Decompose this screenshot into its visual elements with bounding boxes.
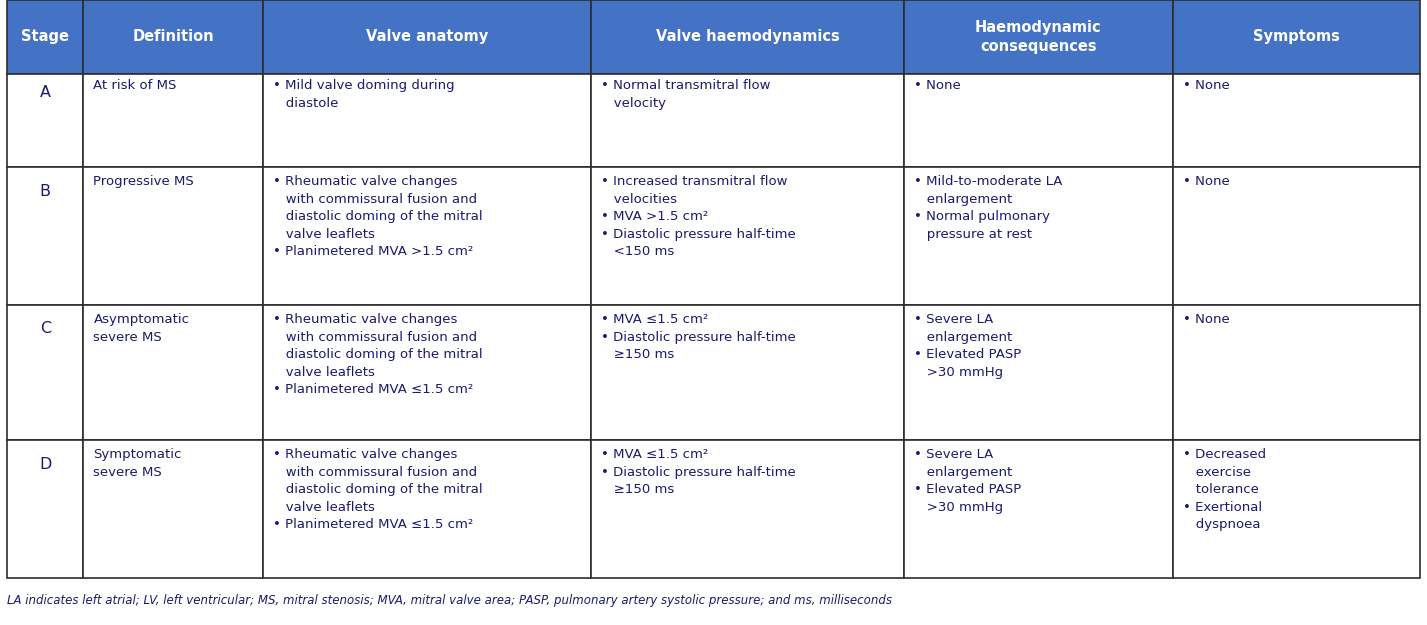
Bar [1173,167,1420,305]
Bar [83,74,263,167]
Bar [83,305,263,440]
Bar [7,305,83,440]
Text: • None: • None [1183,175,1230,188]
Bar [7,74,83,167]
Text: LA indicates left atrial; LV, left ventricular; MS, mitral stenosis; MVA, mitral: LA indicates left atrial; LV, left ventr… [7,594,892,608]
Bar [1173,74,1420,167]
Text: • None: • None [1183,79,1230,92]
Text: Symptoms: Symptoms [1253,29,1340,44]
Text: • Rheumatic valve changes
   with commissural fusion and
   diastolic doming of : • Rheumatic valve changes with commissur… [273,175,482,258]
Text: Valve haemodynamics: Valve haemodynamics [655,29,839,44]
Text: • None: • None [1183,313,1230,326]
Bar [83,167,263,305]
Bar [591,440,905,578]
Text: A: A [40,85,51,100]
Text: Asymptomatic
severe MS: Asymptomatic severe MS [93,313,190,344]
Text: • MVA ≤1.5 cm²
• Diastolic pressure half-time
   ≥150 ms: • MVA ≤1.5 cm² • Diastolic pressure half… [601,448,795,496]
Bar [7,440,83,578]
Bar [591,0,905,74]
Text: C: C [40,321,51,336]
Bar [1173,0,1420,74]
Bar [591,167,905,305]
Bar [905,0,1173,74]
Text: Stage: Stage [21,29,70,44]
Bar [905,74,1173,167]
Text: At risk of MS: At risk of MS [93,79,177,92]
Text: • Mild valve doming during
   diastole: • Mild valve doming during diastole [273,79,454,110]
Bar [263,305,591,440]
Text: • Decreased
   exercise
   tolerance
• Exertional
   dyspnoea: • Decreased exercise tolerance • Exertio… [1183,448,1266,531]
Text: • Normal transmitral flow
   velocity: • Normal transmitral flow velocity [601,79,771,110]
Text: Symptomatic
severe MS: Symptomatic severe MS [93,448,181,479]
Text: D: D [39,457,51,472]
Bar [591,305,905,440]
Bar [905,305,1173,440]
Text: • Severe LA
   enlargement
• Elevated PASP
   >30 mmHg: • Severe LA enlargement • Elevated PASP … [915,313,1022,379]
Text: • Rheumatic valve changes
   with commissural fusion and
   diastolic doming of : • Rheumatic valve changes with commissur… [273,313,482,396]
Bar [83,440,263,578]
Text: • None: • None [915,79,960,92]
Bar [7,0,83,74]
Bar [591,74,905,167]
Text: B: B [40,184,51,199]
Bar [1173,305,1420,440]
Text: Valve anatomy: Valve anatomy [365,29,488,44]
Text: Haemodynamic
consequences: Haemodynamic consequences [975,20,1102,54]
Bar [905,440,1173,578]
Text: • Rheumatic valve changes
   with commissural fusion and
   diastolic doming of : • Rheumatic valve changes with commissur… [273,448,482,531]
Bar [263,440,591,578]
Text: • MVA ≤1.5 cm²
• Diastolic pressure half-time
   ≥150 ms: • MVA ≤1.5 cm² • Diastolic pressure half… [601,313,795,361]
Bar [7,167,83,305]
Bar [263,0,591,74]
Text: • Severe LA
   enlargement
• Elevated PASP
   >30 mmHg: • Severe LA enlargement • Elevated PASP … [915,448,1022,514]
Text: • Increased transmitral flow
   velocities
• MVA >1.5 cm²
• Diastolic pressure h: • Increased transmitral flow velocities … [601,175,795,258]
Bar [905,167,1173,305]
Bar [1173,440,1420,578]
Bar [263,74,591,167]
Text: Definition: Definition [133,29,214,44]
Bar [263,167,591,305]
Bar [83,0,263,74]
Text: • Mild-to-moderate LA
   enlargement
• Normal pulmonary
   pressure at rest: • Mild-to-moderate LA enlargement • Norm… [915,175,1063,241]
Text: Progressive MS: Progressive MS [93,175,194,188]
